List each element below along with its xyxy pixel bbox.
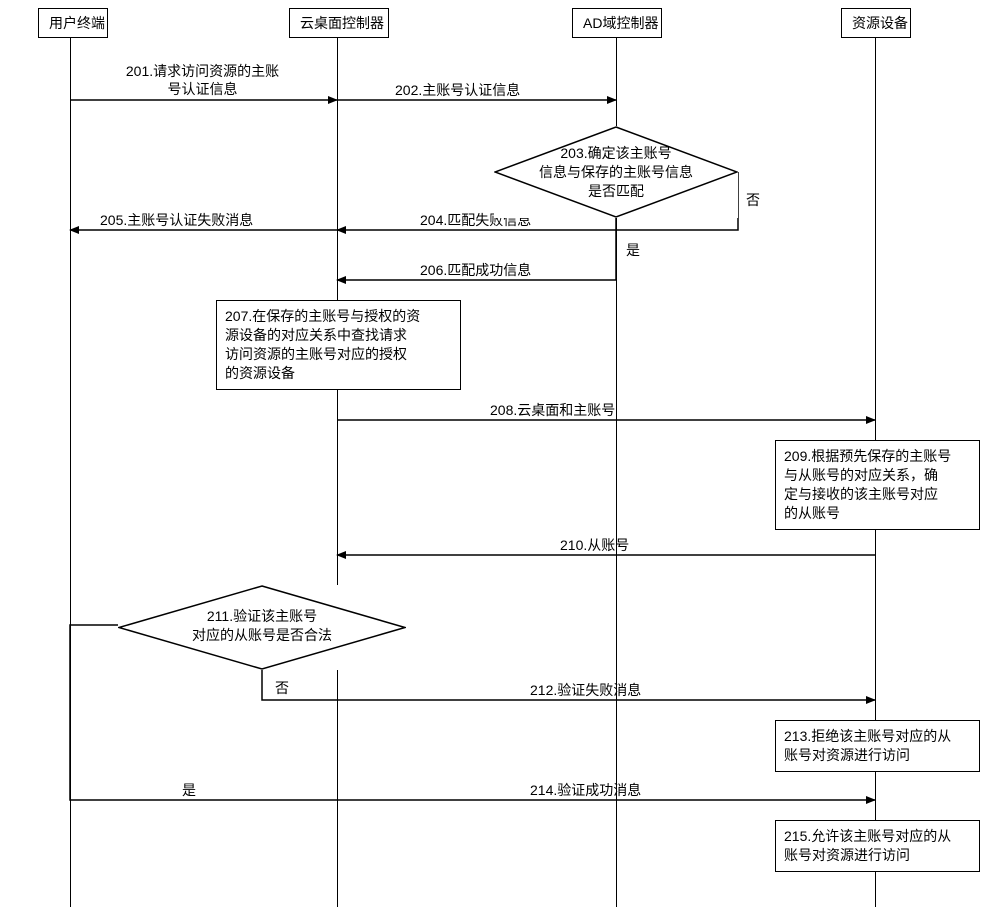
msg-210: 210.从账号	[560, 535, 629, 555]
actor-label: AD域控制器	[583, 15, 658, 31]
actor-resource-device: 资源设备	[841, 8, 911, 38]
msg-212: 212.验证失败消息	[530, 680, 641, 700]
branch-yes-203: 是	[626, 240, 640, 260]
decision-203: 203.确定该主账号 信息与保存的主账号信息 是否匹配	[494, 126, 738, 218]
msg-214: 214.验证成功消息	[530, 780, 641, 800]
actor-label: 用户终端	[49, 15, 105, 31]
actor-label: 资源设备	[852, 15, 908, 31]
actor-label: 云桌面控制器	[300, 15, 384, 31]
decision-211: 211.验证该主账号 对应的从账号是否合法	[118, 585, 406, 670]
process-207: 207.在保存的主账号与授权的资 源设备的对应关系中查找请求 访问资源的主账号对…	[216, 300, 461, 390]
branch-no-203: 否	[746, 190, 760, 210]
msg-206: 206.匹配成功信息	[420, 260, 531, 280]
process-213: 213.拒绝该主账号对应的从 账号对资源进行访问	[775, 720, 980, 772]
lifeline-cloud-controller	[337, 38, 338, 907]
process-215: 215.允许该主账号对应的从 账号对资源进行访问	[775, 820, 980, 872]
branch-yes-211: 是	[182, 780, 196, 800]
branch-no-211: 否	[275, 678, 289, 698]
msg-205: 205.主账号认证失败消息	[100, 210, 253, 230]
lifeline-user-terminal	[70, 38, 71, 907]
actor-user-terminal: 用户终端	[38, 8, 108, 38]
sequence-diagram: 用户终端 云桌面控制器 AD域控制器 资源设备	[0, 0, 1000, 907]
actor-cloud-controller: 云桌面控制器	[289, 8, 389, 38]
msg-201: 201.请求访问资源的主账 号认证信息	[95, 62, 310, 98]
actor-ad-controller: AD域控制器	[572, 8, 662, 38]
process-209: 209.根据预先保存的主账号 与从账号的对应关系，确 定与接收的该主账号对应 的…	[775, 440, 980, 530]
msg-208: 208.云桌面和主账号	[490, 400, 615, 420]
msg-202: 202.主账号认证信息	[395, 80, 520, 100]
